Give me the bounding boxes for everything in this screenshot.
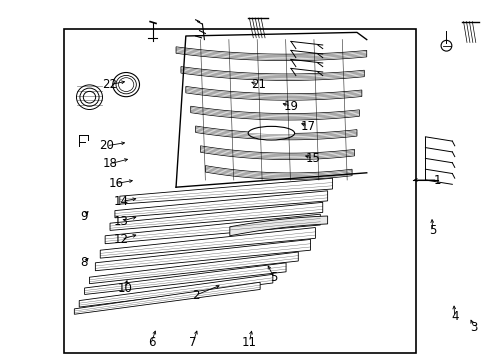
Polygon shape bbox=[115, 191, 327, 218]
Text: 1: 1 bbox=[433, 174, 441, 186]
Polygon shape bbox=[181, 67, 364, 80]
Text: 6: 6 bbox=[147, 336, 155, 348]
Text: 13: 13 bbox=[114, 215, 128, 228]
Text: 5: 5 bbox=[428, 224, 436, 237]
Text: 21: 21 bbox=[250, 78, 265, 91]
Text: 16: 16 bbox=[108, 177, 123, 190]
Polygon shape bbox=[84, 263, 285, 294]
Circle shape bbox=[440, 40, 451, 51]
Text: 17: 17 bbox=[300, 120, 315, 132]
Polygon shape bbox=[205, 166, 351, 179]
Text: 10: 10 bbox=[117, 282, 132, 294]
Polygon shape bbox=[89, 252, 298, 284]
Text: 19: 19 bbox=[283, 100, 298, 113]
Text: 3: 3 bbox=[469, 321, 477, 334]
Polygon shape bbox=[195, 126, 356, 140]
Polygon shape bbox=[95, 239, 310, 271]
Polygon shape bbox=[185, 86, 361, 100]
Text: 5: 5 bbox=[269, 271, 277, 284]
Text: 7: 7 bbox=[189, 336, 197, 348]
Polygon shape bbox=[120, 178, 332, 204]
Text: 22: 22 bbox=[102, 78, 117, 91]
Ellipse shape bbox=[248, 126, 294, 140]
Polygon shape bbox=[110, 202, 322, 230]
Polygon shape bbox=[100, 228, 315, 258]
Text: 4: 4 bbox=[450, 310, 458, 323]
Text: 14: 14 bbox=[114, 195, 128, 208]
Text: 20: 20 bbox=[99, 139, 114, 152]
Text: 12: 12 bbox=[114, 233, 128, 246]
Text: 9: 9 bbox=[80, 210, 88, 222]
Polygon shape bbox=[190, 106, 359, 120]
Polygon shape bbox=[200, 146, 354, 159]
Text: 15: 15 bbox=[305, 152, 320, 165]
Polygon shape bbox=[79, 274, 272, 307]
Text: 8: 8 bbox=[80, 256, 88, 269]
Text: 11: 11 bbox=[242, 336, 256, 348]
Polygon shape bbox=[229, 216, 327, 236]
Text: 18: 18 bbox=[102, 157, 117, 170]
Polygon shape bbox=[74, 282, 260, 314]
Bar bbox=[63, 29, 415, 353]
Text: 2: 2 bbox=[191, 289, 199, 302]
Polygon shape bbox=[105, 214, 320, 244]
Polygon shape bbox=[176, 47, 366, 60]
